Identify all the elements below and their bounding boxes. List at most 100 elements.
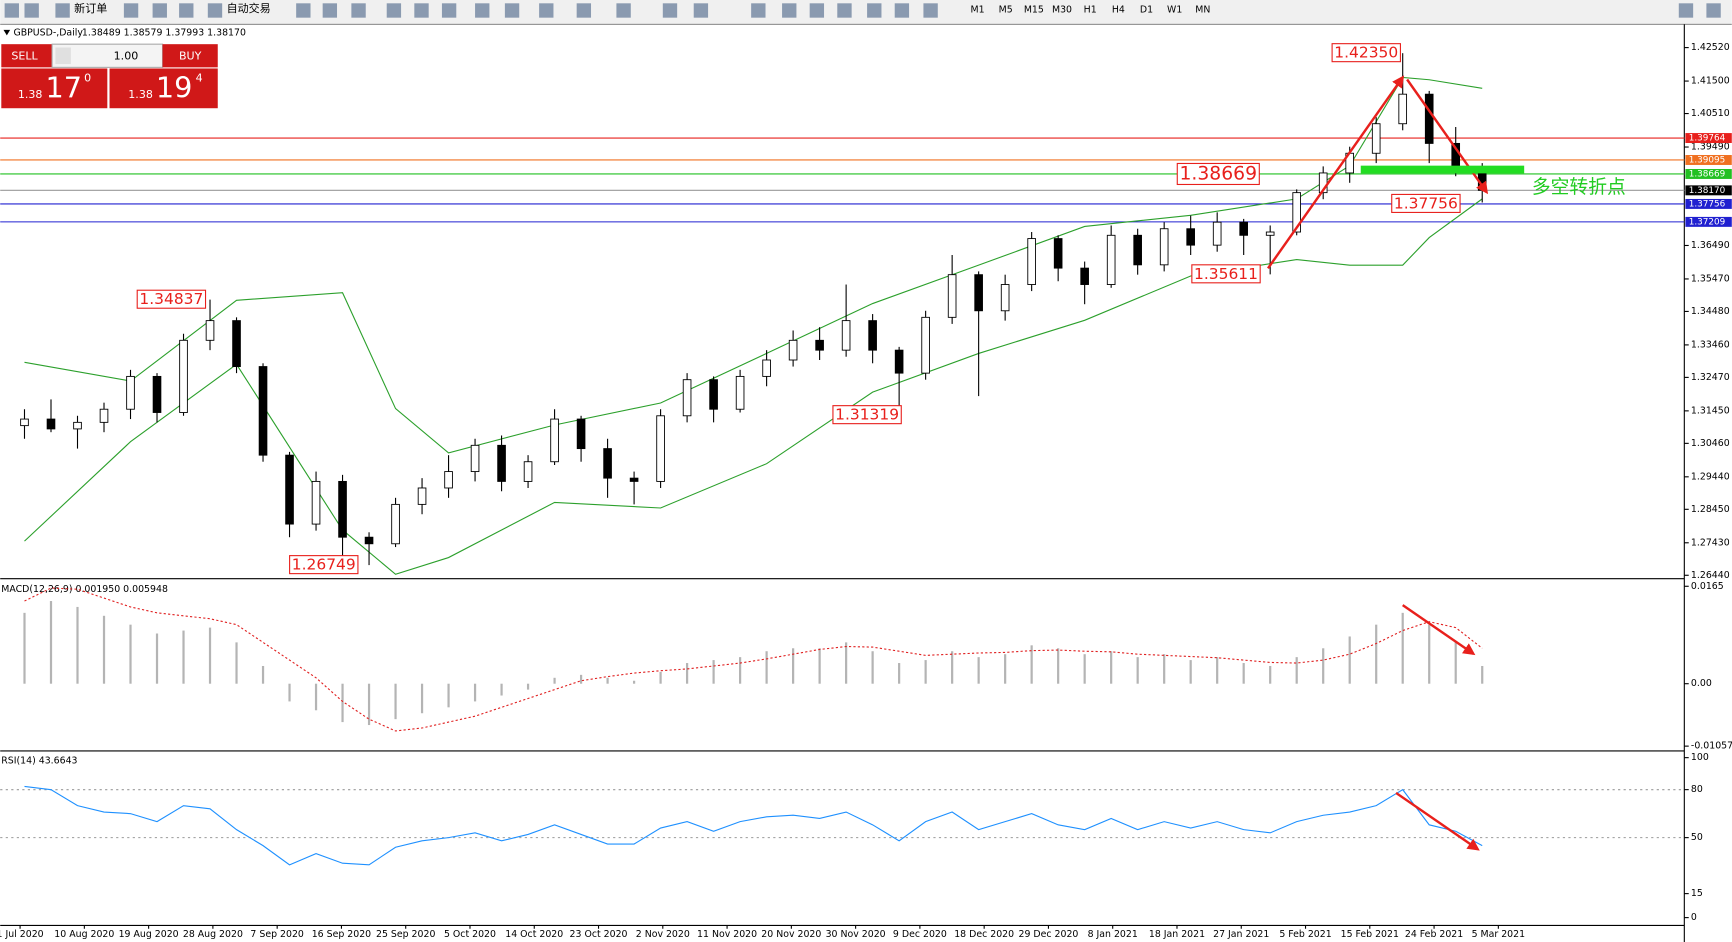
candle-body <box>921 316 930 374</box>
timeframe-button[interactable]: D1 <box>1140 4 1153 15</box>
macd-bar <box>553 677 556 684</box>
lots-value: 1.00 <box>114 49 139 62</box>
candle-body <box>1027 238 1036 285</box>
candle-body <box>1080 267 1089 285</box>
y-tick-label: 50 <box>1691 832 1703 843</box>
candle-body <box>947 274 957 318</box>
timeframe-button[interactable]: H4 <box>1112 4 1125 15</box>
turning-zone <box>1360 165 1525 174</box>
macd-bar <box>1401 612 1404 684</box>
macd-bar <box>367 683 371 726</box>
x-tick-label: 27 Jan 2021 <box>1213 929 1269 940</box>
price-annotation: 1.34837 <box>139 290 203 308</box>
macd-bar <box>1189 660 1192 684</box>
macd-bar <box>871 651 874 684</box>
timeframe-button[interactable]: MN <box>1195 4 1210 15</box>
macd-bar <box>606 677 609 684</box>
level-tag-label: 1.39764 <box>1689 134 1726 144</box>
candle-body <box>126 375 135 410</box>
macd-bar <box>659 671 662 684</box>
timeframe-button[interactable]: H1 <box>1084 4 1097 15</box>
candle-body <box>364 536 374 545</box>
timeframe-button[interactable]: M1 <box>971 4 985 15</box>
price-annotation: 1.38669 <box>1179 163 1257 184</box>
x-tick-label: 23 Oct 2020 <box>570 929 628 940</box>
candle-body <box>656 415 665 482</box>
candle-body <box>1371 123 1381 154</box>
ask-pips: 19 <box>156 70 193 104</box>
macd-bar <box>1083 654 1086 684</box>
x-tick-label: 1 Jul 2020 <box>0 929 44 940</box>
macd-bar <box>76 606 79 684</box>
macd-bar <box>1322 648 1325 684</box>
candle-body <box>391 503 400 545</box>
auto-trading-button[interactable]: 自动交易 <box>227 1 271 15</box>
candle-body <box>205 320 215 341</box>
ohlc-label: 1.38489 1.38579 1.37993 1.38170 <box>82 28 246 39</box>
timeframe-button[interactable]: M15 <box>1024 4 1044 15</box>
macd-bar <box>182 630 185 684</box>
price-annotation-box <box>136 289 207 309</box>
candle-body <box>735 375 745 410</box>
bid-point: 0 <box>84 71 91 84</box>
x-tick-label: 30 Nov 2020 <box>826 929 886 940</box>
macd-bar <box>235 642 238 684</box>
price-annotation: 1.42350 <box>1334 44 1398 62</box>
turning-point-note: 多空转折点 <box>1532 176 1626 198</box>
x-tick-label: 14 Oct 2020 <box>505 929 563 940</box>
y-tick-label: -0.010571 <box>1691 741 1732 752</box>
x-tick-label: 7 Sep 2020 <box>250 929 303 940</box>
timeframe-button[interactable]: M30 <box>1052 4 1072 15</box>
buy-button[interactable] <box>162 44 218 68</box>
candle-body <box>232 320 241 368</box>
price-annotation: 1.37756 <box>1394 194 1458 212</box>
level-tag-label: 1.38669 <box>1689 169 1726 179</box>
macd-bar <box>1295 657 1298 684</box>
y-tick-label: 1.36490 <box>1691 240 1730 251</box>
y-tick-label: 1.35470 <box>1691 273 1730 284</box>
macd-bar <box>685 663 689 684</box>
candle-body <box>1424 93 1434 144</box>
macd-bar <box>1428 624 1431 684</box>
y-tick-label: 1.29440 <box>1691 471 1730 482</box>
candle-body <box>1159 228 1169 266</box>
candle-body <box>46 418 56 430</box>
price-annotation: 1.26749 <box>292 556 356 574</box>
macd-bar <box>977 657 980 684</box>
y-tick-label: 0.0165 <box>1691 581 1724 592</box>
macd-bar <box>102 615 106 684</box>
ask-box[interactable] <box>109 68 218 109</box>
candle-body <box>444 471 453 489</box>
trade-panel: SELL 1.00 BUY 1.38 17 0 1.38 19 4 <box>1 43 218 109</box>
macd-signal <box>24 587 1483 732</box>
x-tick-label: 8 Jan 2021 <box>1088 929 1138 940</box>
y-tick-label: 1.34480 <box>1691 306 1730 317</box>
macd-bar <box>1216 657 1219 684</box>
new-order-button[interactable]: 新订单 <box>74 1 107 15</box>
macd-bar <box>818 648 821 684</box>
sell-button[interactable] <box>1 44 53 68</box>
x-tick-label: 9 Dec 2020 <box>893 929 947 940</box>
x-tick-label: 5 Feb 2021 <box>1279 929 1331 940</box>
rsi-arrow <box>1395 791 1480 851</box>
macd-bar <box>49 601 53 684</box>
macd-bar <box>341 683 344 723</box>
price-annotation-box <box>832 405 902 425</box>
timeframe-button[interactable]: M5 <box>999 4 1013 15</box>
candle-body <box>762 359 771 377</box>
bid-box[interactable] <box>1 68 108 109</box>
macd-bar <box>1481 665 1484 684</box>
macd-bar <box>23 612 26 684</box>
macd-bar <box>394 683 397 720</box>
timeframe-button[interactable]: W1 <box>1167 4 1182 15</box>
y-tick-label: 0 <box>1691 912 1697 923</box>
candle-body <box>152 375 162 413</box>
y-tick-label: 1.33460 <box>1691 339 1730 350</box>
spinner[interactable] <box>55 47 71 65</box>
toolbar <box>0 0 1732 24</box>
candle-body <box>1186 228 1195 246</box>
toolbar-icons <box>4 3 1721 18</box>
sell-label: SELL <box>11 49 38 62</box>
x-tick-label: 2 Nov 2020 <box>636 929 690 940</box>
